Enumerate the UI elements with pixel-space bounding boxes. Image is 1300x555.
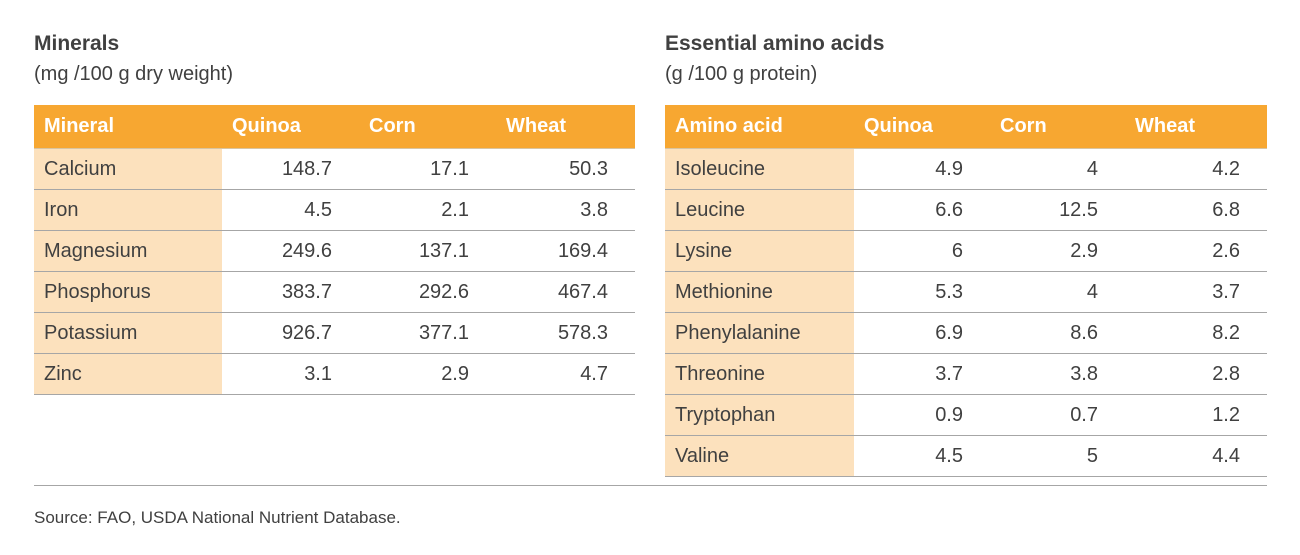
quinoa-value: 6.6: [854, 189, 990, 231]
column-header-quinoa: Quinoa: [854, 105, 990, 149]
column-header-corn: Corn: [359, 105, 496, 149]
table-row: Isoleucine 4.9 4 4.2: [665, 148, 1267, 190]
quinoa-value: 6.9: [854, 312, 990, 354]
corn-value: 0.7: [990, 394, 1125, 436]
corn-value: 12.5: [990, 189, 1125, 231]
corn-value: 8.6: [990, 312, 1125, 354]
corn-value: 377.1: [359, 312, 496, 354]
column-header-amino-acid: Amino acid: [665, 105, 854, 149]
table-row: Valine 4.5 5 4.4: [665, 435, 1267, 477]
quinoa-value: 249.6: [222, 230, 359, 272]
wheat-value: 1.2: [1125, 394, 1267, 436]
table-header-row: Amino acid Quinoa Corn Wheat: [665, 105, 1267, 149]
quinoa-value: 383.7: [222, 271, 359, 313]
row-label: Phosphorus: [34, 271, 222, 313]
column-header-mineral: Mineral: [34, 105, 222, 149]
row-label: Potassium: [34, 312, 222, 354]
minerals-table: Mineral Quinoa Corn Wheat Calcium 148.7 …: [34, 105, 635, 395]
table-row: Methionine 5.3 4 3.7: [665, 271, 1267, 313]
footer-divider: [34, 485, 1267, 486]
row-label: Zinc: [34, 353, 222, 395]
column-header-wheat: Wheat: [496, 105, 635, 149]
wheat-value: 578.3: [496, 312, 635, 354]
corn-value: 3.8: [990, 353, 1125, 395]
table-row: Magnesium 249.6 137.1 169.4: [34, 230, 635, 272]
table-row: Phenylalanine 6.9 8.6 8.2: [665, 312, 1267, 354]
quinoa-value: 4.5: [222, 189, 359, 231]
wheat-value: 4.2: [1125, 148, 1267, 190]
quinoa-value: 4.9: [854, 148, 990, 190]
row-label: Valine: [665, 435, 854, 477]
amino-acids-table: Amino acid Quinoa Corn Wheat Isoleucine …: [665, 105, 1267, 477]
table-row: Potassium 926.7 377.1 578.3: [34, 312, 635, 354]
row-label: Phenylalanine: [665, 312, 854, 354]
column-header-quinoa: Quinoa: [222, 105, 359, 149]
wheat-value: 467.4: [496, 271, 635, 313]
wheat-value: 50.3: [496, 148, 635, 190]
table-row: Iron 4.5 2.1 3.8: [34, 189, 635, 231]
quinoa-value: 6: [854, 230, 990, 272]
amino-acids-subtitle: (g /100 g protein): [665, 63, 818, 85]
wheat-value: 4.4: [1125, 435, 1267, 477]
wheat-value: 3.7: [1125, 271, 1267, 313]
minerals-title: Minerals: [34, 32, 120, 55]
amino-acids-panel: Essential amino acids (g /100 g protein)…: [665, 30, 1267, 477]
corn-value: 292.6: [359, 271, 496, 313]
wheat-value: 4.7: [496, 353, 635, 395]
quinoa-value: 4.5: [854, 435, 990, 477]
corn-value: 4: [990, 271, 1125, 313]
row-label: Isoleucine: [665, 148, 854, 190]
quinoa-value: 0.9: [854, 394, 990, 436]
corn-value: 2.1: [359, 189, 496, 231]
quinoa-value: 3.7: [854, 353, 990, 395]
table-row: Lysine 6 2.9 2.6: [665, 230, 1267, 272]
corn-value: 137.1: [359, 230, 496, 272]
row-label: Methionine: [665, 271, 854, 313]
table-row: Tryptophan 0.9 0.7 1.2: [665, 394, 1267, 436]
row-label: Magnesium: [34, 230, 222, 272]
wheat-value: 169.4: [496, 230, 635, 272]
column-header-wheat: Wheat: [1125, 105, 1267, 149]
table-row: Threonine 3.7 3.8 2.8: [665, 353, 1267, 395]
corn-value: 5: [990, 435, 1125, 477]
wheat-value: 2.8: [1125, 353, 1267, 395]
table-row: Phosphorus 383.7 292.6 467.4: [34, 271, 635, 313]
amino-acids-title: Essential amino acids: [665, 32, 885, 55]
row-label: Tryptophan: [665, 394, 854, 436]
quinoa-value: 3.1: [222, 353, 359, 395]
wheat-value: 2.6: [1125, 230, 1267, 272]
quinoa-value: 148.7: [222, 148, 359, 190]
row-label: Threonine: [665, 353, 854, 395]
corn-value: 2.9: [359, 353, 496, 395]
wheat-value: 8.2: [1125, 312, 1267, 354]
row-label: Iron: [34, 189, 222, 231]
wheat-value: 3.8: [496, 189, 635, 231]
minerals-subtitle: (mg /100 g dry weight): [34, 63, 233, 85]
table-row: Leucine 6.6 12.5 6.8: [665, 189, 1267, 231]
wheat-value: 6.8: [1125, 189, 1267, 231]
quinoa-value: 5.3: [854, 271, 990, 313]
table-row: Zinc 3.1 2.9 4.7: [34, 353, 635, 395]
row-label: Leucine: [665, 189, 854, 231]
row-label: Calcium: [34, 148, 222, 190]
minerals-panel: Minerals (mg /100 g dry weight) Mineral …: [34, 30, 635, 395]
source-note: Source: FAO, USDA National Nutrient Data…: [34, 508, 401, 527]
corn-value: 17.1: [359, 148, 496, 190]
column-header-corn: Corn: [990, 105, 1125, 149]
row-label: Lysine: [665, 230, 854, 272]
table-header-row: Mineral Quinoa Corn Wheat: [34, 105, 635, 149]
table-row: Calcium 148.7 17.1 50.3: [34, 148, 635, 190]
corn-value: 2.9: [990, 230, 1125, 272]
quinoa-value: 926.7: [222, 312, 359, 354]
corn-value: 4: [990, 148, 1125, 190]
